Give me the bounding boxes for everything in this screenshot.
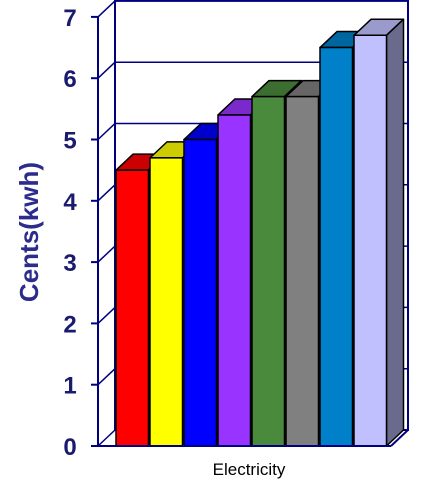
bar-front-face [251, 95, 286, 447]
floor-right-edge [390, 429, 409, 447]
y-tick-labels: 0 1 2 3 4 5 6 7 [63, 5, 77, 461]
bar-front-face [319, 46, 354, 447]
y-axis-title: Cents(kwh) [14, 162, 44, 302]
side-wall-gridline [97, 0, 116, 18]
side-wall-gridline [97, 184, 116, 202]
side-wall-gridline [97, 61, 116, 79]
bar-side-face [385, 18, 405, 447]
side-wall-gridline [97, 368, 116, 386]
bar-front-face [285, 95, 320, 447]
bar-front-face [149, 157, 184, 447]
y-tick-label: 5 [63, 128, 76, 155]
bar-front-face [183, 138, 218, 447]
y-tick-label: 6 [63, 66, 76, 93]
y-tick-label: 1 [63, 373, 76, 400]
bar-front-face [217, 114, 252, 447]
bars [115, 18, 405, 447]
y-tick-label: 0 [63, 434, 76, 461]
bar-front-face [353, 34, 388, 447]
y-tick-label: 2 [63, 311, 76, 338]
side-wall-gridline [97, 306, 116, 324]
bar-front-face [115, 169, 150, 447]
side-wall-gridline [97, 122, 116, 141]
y-tick-label: 4 [63, 189, 77, 216]
x-category-label: Electricity [213, 460, 286, 479]
side-wall-gridline [97, 429, 116, 447]
axes [91, 15, 409, 447]
y-tick-label: 3 [63, 250, 76, 277]
bar-8 [353, 18, 405, 447]
y-tick-label: 7 [63, 5, 76, 32]
side-wall-gridline [97, 245, 116, 263]
